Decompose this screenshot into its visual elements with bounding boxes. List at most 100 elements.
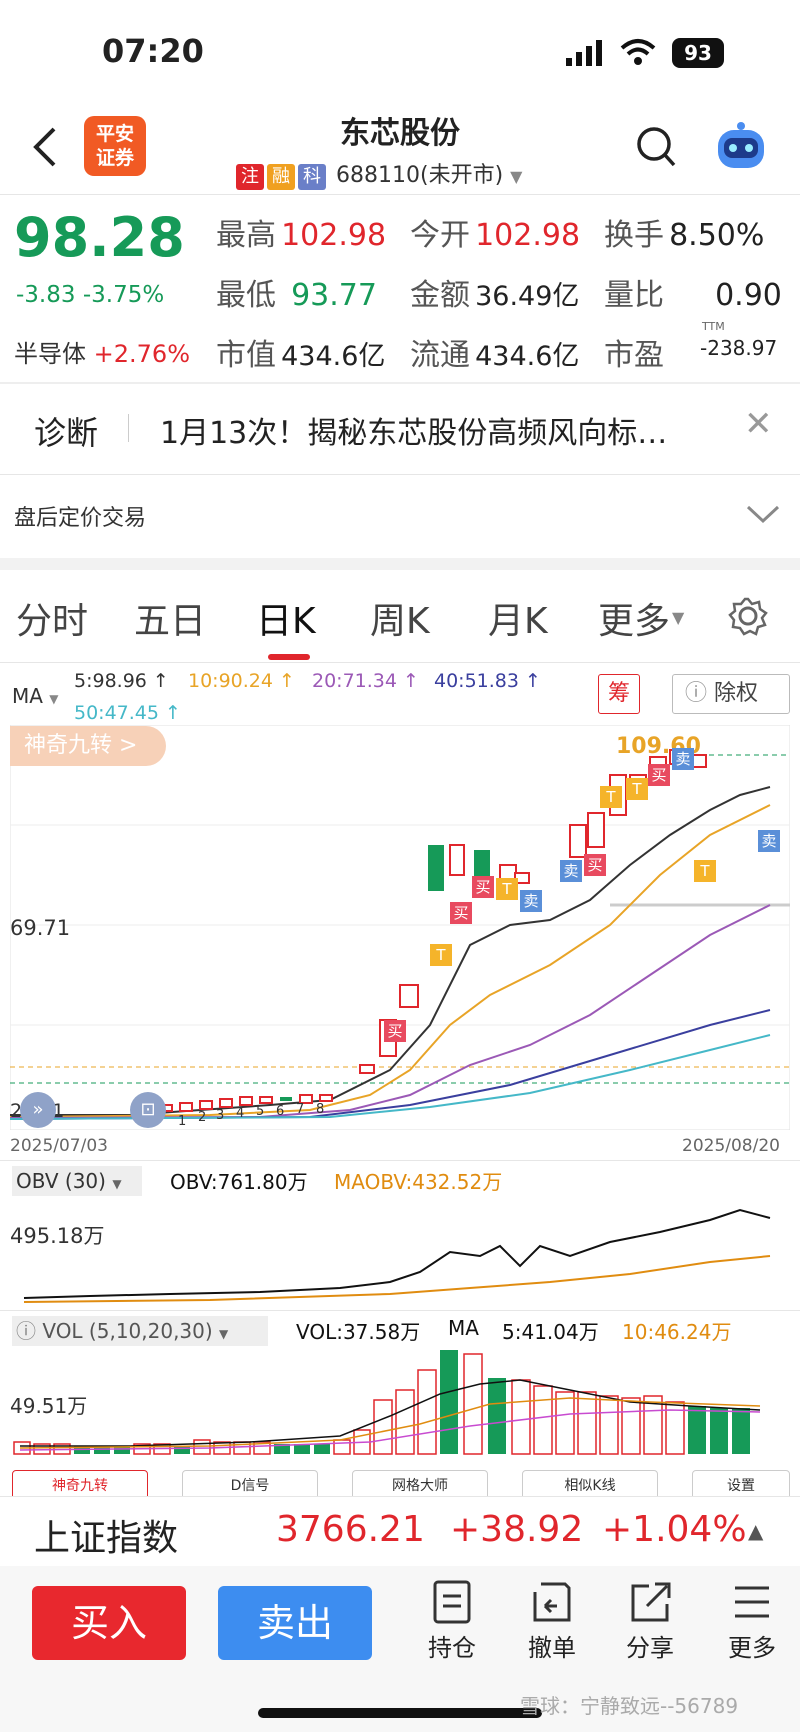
robot-icon[interactable] bbox=[712, 120, 770, 174]
menu-icon bbox=[735, 1586, 769, 1618]
after-hours-row[interactable]: 盘后定价交易 bbox=[0, 476, 800, 556]
chevron-down-icon[interactable]: ▼ bbox=[510, 167, 523, 186]
share-label: 分享 bbox=[626, 1634, 674, 1662]
ma-20: 20:71.34 ↑ bbox=[312, 670, 419, 692]
pe-ttm-superscript: TTM bbox=[702, 320, 725, 333]
vol-value: VOL:37.58万 bbox=[296, 1320, 421, 1344]
vol-chart[interactable] bbox=[10, 1350, 790, 1455]
tab-fenshi[interactable]: 分时 bbox=[16, 601, 89, 642]
quote-value: 0.90 bbox=[715, 278, 782, 313]
vol-selector[interactable]: ⓘ VOL (5,10,20,30) ▼ bbox=[12, 1316, 268, 1346]
buy-marker: 买 bbox=[472, 876, 494, 898]
gear-icon[interactable] bbox=[728, 596, 768, 636]
quote-value: 8.50% bbox=[669, 218, 765, 253]
tab-yuek[interactable]: 月K bbox=[488, 601, 548, 642]
kline-mid-label: 69.71 bbox=[10, 916, 71, 940]
status-time: 07:20 bbox=[102, 32, 204, 70]
buy-marker: 买 bbox=[384, 1020, 406, 1042]
share-button[interactable]: 分享 bbox=[610, 1580, 690, 1663]
quote-label: 最高 bbox=[216, 218, 276, 253]
close-icon[interactable]: ✕ bbox=[744, 404, 773, 444]
chevron-down-icon[interactable]: ▼ bbox=[672, 608, 685, 627]
quote-value: 434.6亿 bbox=[281, 341, 386, 372]
quote-label: 量比 bbox=[604, 278, 664, 313]
sell-marker: 卖 bbox=[560, 860, 582, 882]
diagnosis-text: 1月13次！揭秘东芯股份高频风向标… bbox=[160, 416, 668, 451]
zoom-icon[interactable]: ⊡ bbox=[130, 1092, 166, 1128]
tab-rik[interactable]: 日K bbox=[256, 601, 316, 642]
sell-marker: 卖 bbox=[758, 830, 780, 852]
status-bar: 07:20 93 bbox=[0, 0, 800, 100]
kline-end-date: 2025/08/20 bbox=[682, 1136, 780, 1156]
broker-logo-text: 平安证券 bbox=[95, 123, 134, 169]
wifi-icon bbox=[620, 39, 656, 65]
sell-button[interactable]: 卖出 bbox=[218, 1586, 372, 1660]
ma-5: 5:98.96 ↑ bbox=[74, 670, 169, 692]
broker-logo[interactable]: 平安证券 bbox=[84, 116, 146, 176]
quote-market-cap: 市值 434.6亿 bbox=[216, 330, 385, 374]
tab-wuri[interactable]: 五日 bbox=[134, 601, 207, 642]
diagnosis-divider bbox=[128, 414, 129, 442]
t-marker: T bbox=[600, 786, 622, 808]
tab-zhouk[interactable]: 周K bbox=[370, 601, 430, 642]
tab-more[interactable]: 更多 bbox=[598, 601, 671, 642]
index-change: +38.92 bbox=[450, 1509, 584, 1550]
quote-label: 流通 bbox=[410, 338, 470, 373]
t-marker: T bbox=[694, 860, 716, 882]
sell-marker: 卖 bbox=[672, 748, 694, 770]
quote-value: 434.6亿 bbox=[475, 341, 580, 372]
tag-ke: 科 bbox=[298, 164, 326, 190]
home-indicator bbox=[258, 1708, 542, 1718]
chip-distribution-button[interactable]: 筹 bbox=[598, 674, 640, 714]
active-tab-indicator bbox=[268, 654, 310, 660]
index-change-pct: +1.04% bbox=[602, 1509, 747, 1550]
more-label: 更多 bbox=[728, 1634, 776, 1662]
svg-text:1: 1 bbox=[178, 1114, 186, 1129]
scroll-left-icon[interactable]: » bbox=[20, 1092, 56, 1128]
search-icon[interactable] bbox=[636, 126, 676, 168]
ma-selector[interactable]: MA ▼ bbox=[12, 684, 59, 708]
chevron-up-icon[interactable]: ▲ bbox=[748, 1519, 764, 1543]
quote-pe-value: -238.97 bbox=[700, 336, 778, 360]
signal-icon bbox=[566, 40, 602, 66]
stock-subtitle: 注融科 688110(未开市) ▼ bbox=[236, 157, 522, 190]
vol-axis-label: 49.51万 bbox=[10, 1394, 88, 1418]
index-value: 3766.21 bbox=[276, 1509, 425, 1550]
price-change: -3.83 -3.75% bbox=[16, 282, 164, 308]
quote-value: 36.49亿 bbox=[475, 281, 580, 312]
obv-axis-label: 495.18万 bbox=[10, 1224, 105, 1248]
quote-pe: 市盈 bbox=[604, 330, 664, 374]
quote-label: 今开 bbox=[410, 218, 470, 253]
buy-button[interactable]: 买入 bbox=[32, 1586, 186, 1660]
sector-info[interactable]: 半导体 +2.76% bbox=[14, 334, 190, 369]
buy-marker: 买 bbox=[648, 764, 670, 786]
svg-text:6: 6 bbox=[276, 1104, 284, 1119]
sell-marker: 卖 bbox=[520, 890, 542, 912]
cancel-order-button[interactable]: 撤单 bbox=[512, 1580, 592, 1663]
sector-change: +2.76% bbox=[93, 340, 190, 368]
index-name: 上证指数 bbox=[34, 1518, 179, 1559]
chevron-down-icon[interactable] bbox=[746, 504, 780, 524]
nine-turn-badge[interactable]: 神奇九转 > bbox=[10, 726, 166, 766]
index-bar[interactable]: 上证指数 3766.21 +38.92 +1.04% ▲ bbox=[0, 1496, 800, 1565]
share-icon bbox=[631, 1582, 671, 1622]
fuquan-label: 除权 bbox=[714, 681, 759, 706]
holdings-button[interactable]: 持仓 bbox=[412, 1580, 492, 1663]
diagnosis-banner[interactable]: 诊断 1月13次！揭秘东芯股份高频风向标… ✕ bbox=[0, 384, 800, 472]
obv-chart[interactable] bbox=[10, 1196, 790, 1306]
chevron-down-icon: ▼ bbox=[49, 692, 59, 706]
fuquan-button[interactable]: ⓘ 除权 bbox=[672, 674, 790, 714]
vol-selector-label: VOL (5,10,20,30) bbox=[42, 1319, 213, 1343]
watermark: 雪球：宁静致远--56789 bbox=[520, 1694, 739, 1718]
obv-selector[interactable]: OBV (30) ▼ bbox=[12, 1166, 142, 1196]
vol-ma5: 5:41.04万 bbox=[502, 1320, 599, 1344]
more-button[interactable]: 更多 bbox=[712, 1580, 792, 1663]
chevron-left-icon[interactable] bbox=[30, 125, 60, 169]
tag-rong: 融 bbox=[267, 164, 295, 190]
info-icon: ⓘ bbox=[685, 681, 708, 706]
battery-indicator: 93 bbox=[672, 38, 724, 68]
ma-10: 10:90.24 ↑ bbox=[188, 670, 295, 692]
t-marker: T bbox=[626, 778, 648, 800]
chevron-down-icon: ▼ bbox=[219, 1327, 229, 1341]
